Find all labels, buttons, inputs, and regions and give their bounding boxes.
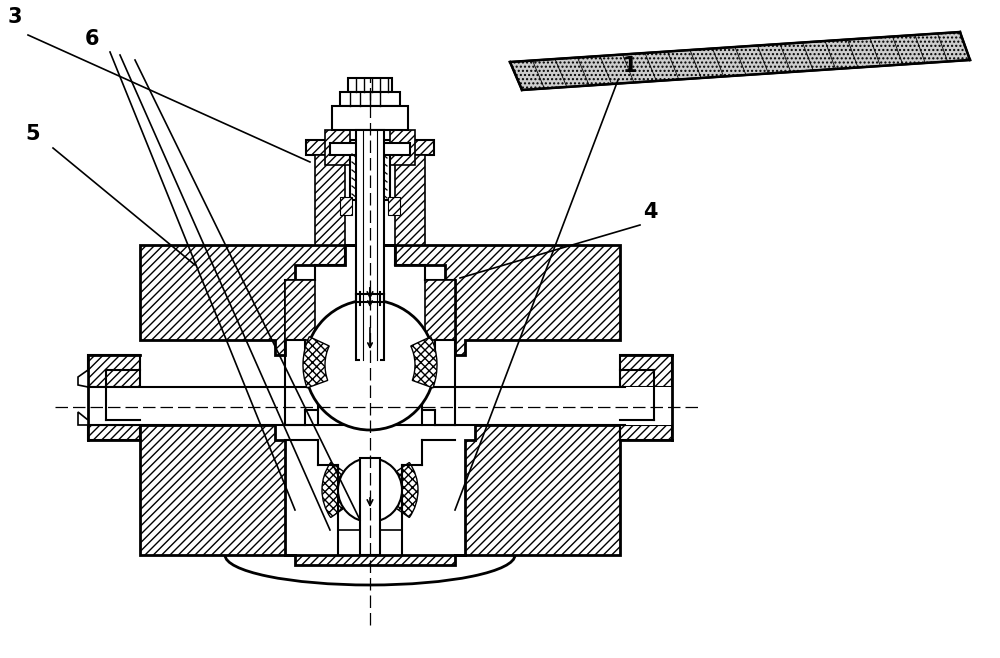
- Text: 4: 4: [643, 202, 658, 222]
- Bar: [350, 150, 390, 200]
- Polygon shape: [510, 32, 970, 90]
- Bar: [325, 130, 350, 165]
- Bar: [88, 387, 140, 425]
- Wedge shape: [391, 463, 418, 518]
- Bar: [340, 92, 400, 106]
- Polygon shape: [140, 425, 620, 565]
- Bar: [340, 197, 352, 215]
- Circle shape: [305, 300, 435, 430]
- Text: 1: 1: [623, 56, 638, 76]
- Polygon shape: [78, 412, 88, 425]
- Bar: [395, 155, 425, 245]
- Polygon shape: [140, 245, 620, 355]
- Bar: [306, 140, 434, 155]
- Bar: [356, 130, 384, 360]
- Bar: [88, 425, 140, 440]
- Polygon shape: [78, 370, 88, 387]
- Bar: [88, 355, 140, 387]
- Circle shape: [338, 458, 402, 522]
- Bar: [388, 197, 400, 215]
- Bar: [360, 295, 380, 365]
- Bar: [620, 387, 672, 425]
- Bar: [620, 355, 672, 387]
- Text: 3: 3: [8, 7, 22, 27]
- Bar: [315, 155, 345, 245]
- Bar: [390, 130, 415, 165]
- Bar: [348, 78, 392, 92]
- Bar: [330, 143, 410, 155]
- Bar: [285, 280, 315, 340]
- Bar: [88, 387, 623, 425]
- Text: 5: 5: [25, 124, 40, 144]
- Wedge shape: [322, 463, 349, 518]
- Bar: [620, 425, 672, 440]
- Bar: [332, 106, 408, 130]
- Bar: [425, 280, 455, 340]
- Text: 6: 6: [85, 29, 100, 49]
- Bar: [360, 458, 380, 555]
- Wedge shape: [303, 337, 329, 388]
- Wedge shape: [411, 337, 437, 388]
